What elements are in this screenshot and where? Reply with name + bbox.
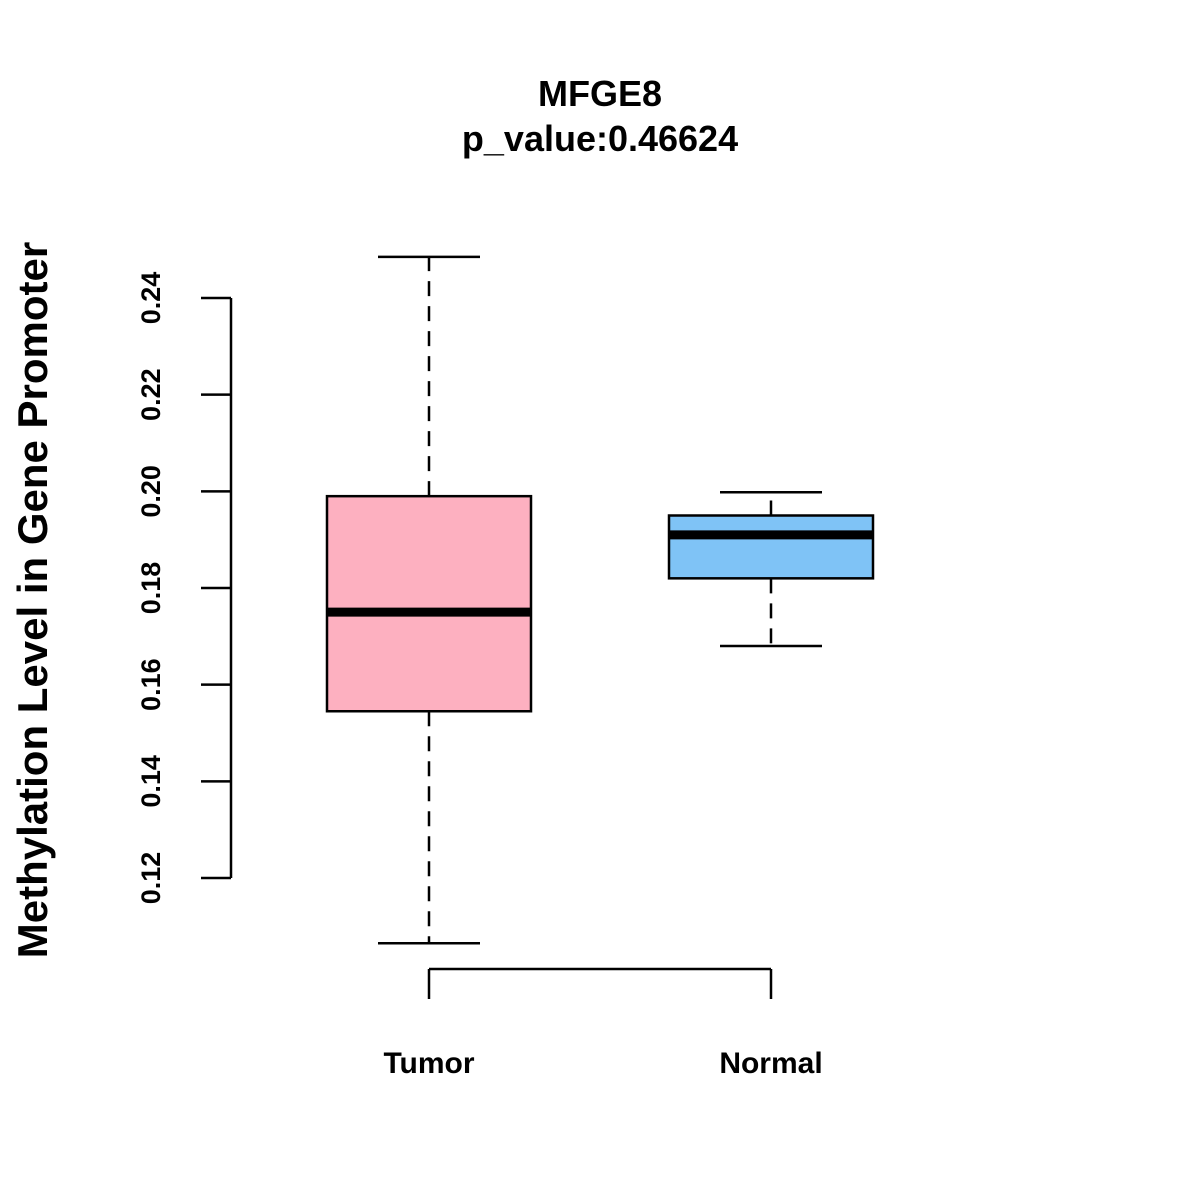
category-label-tumor: Tumor <box>383 1047 474 1080</box>
y-tick-label: 0.16 <box>136 658 166 711</box>
y-tick-label: 0.20 <box>136 465 166 518</box>
category-labels: Tumor Normal <box>383 1047 822 1080</box>
chart-subtitle: p_value:0.46624 <box>462 118 738 159</box>
box-normal <box>667 491 875 648</box>
y-tick-label: 0.24 <box>136 272 166 325</box>
y-tick-label: 0.12 <box>136 852 166 905</box>
box-tumor <box>325 255 533 945</box>
y-axis-label: Methylation Level in Gene Promoter <box>9 242 56 958</box>
box-body <box>325 494 533 713</box>
y-tick-label: 0.22 <box>136 368 166 421</box>
category-label-normal: Normal <box>719 1047 822 1080</box>
box-group <box>325 255 875 945</box>
y-axis: 0.12 0.14 0.16 0.18 0.20 0.22 0.24 <box>136 272 233 905</box>
chart-title: MFGE8 <box>538 73 662 114</box>
group-bracket <box>427 967 773 999</box>
box-body <box>667 514 875 580</box>
y-tick-label: 0.18 <box>136 562 166 615</box>
y-tick-label: 0.14 <box>136 755 166 808</box>
